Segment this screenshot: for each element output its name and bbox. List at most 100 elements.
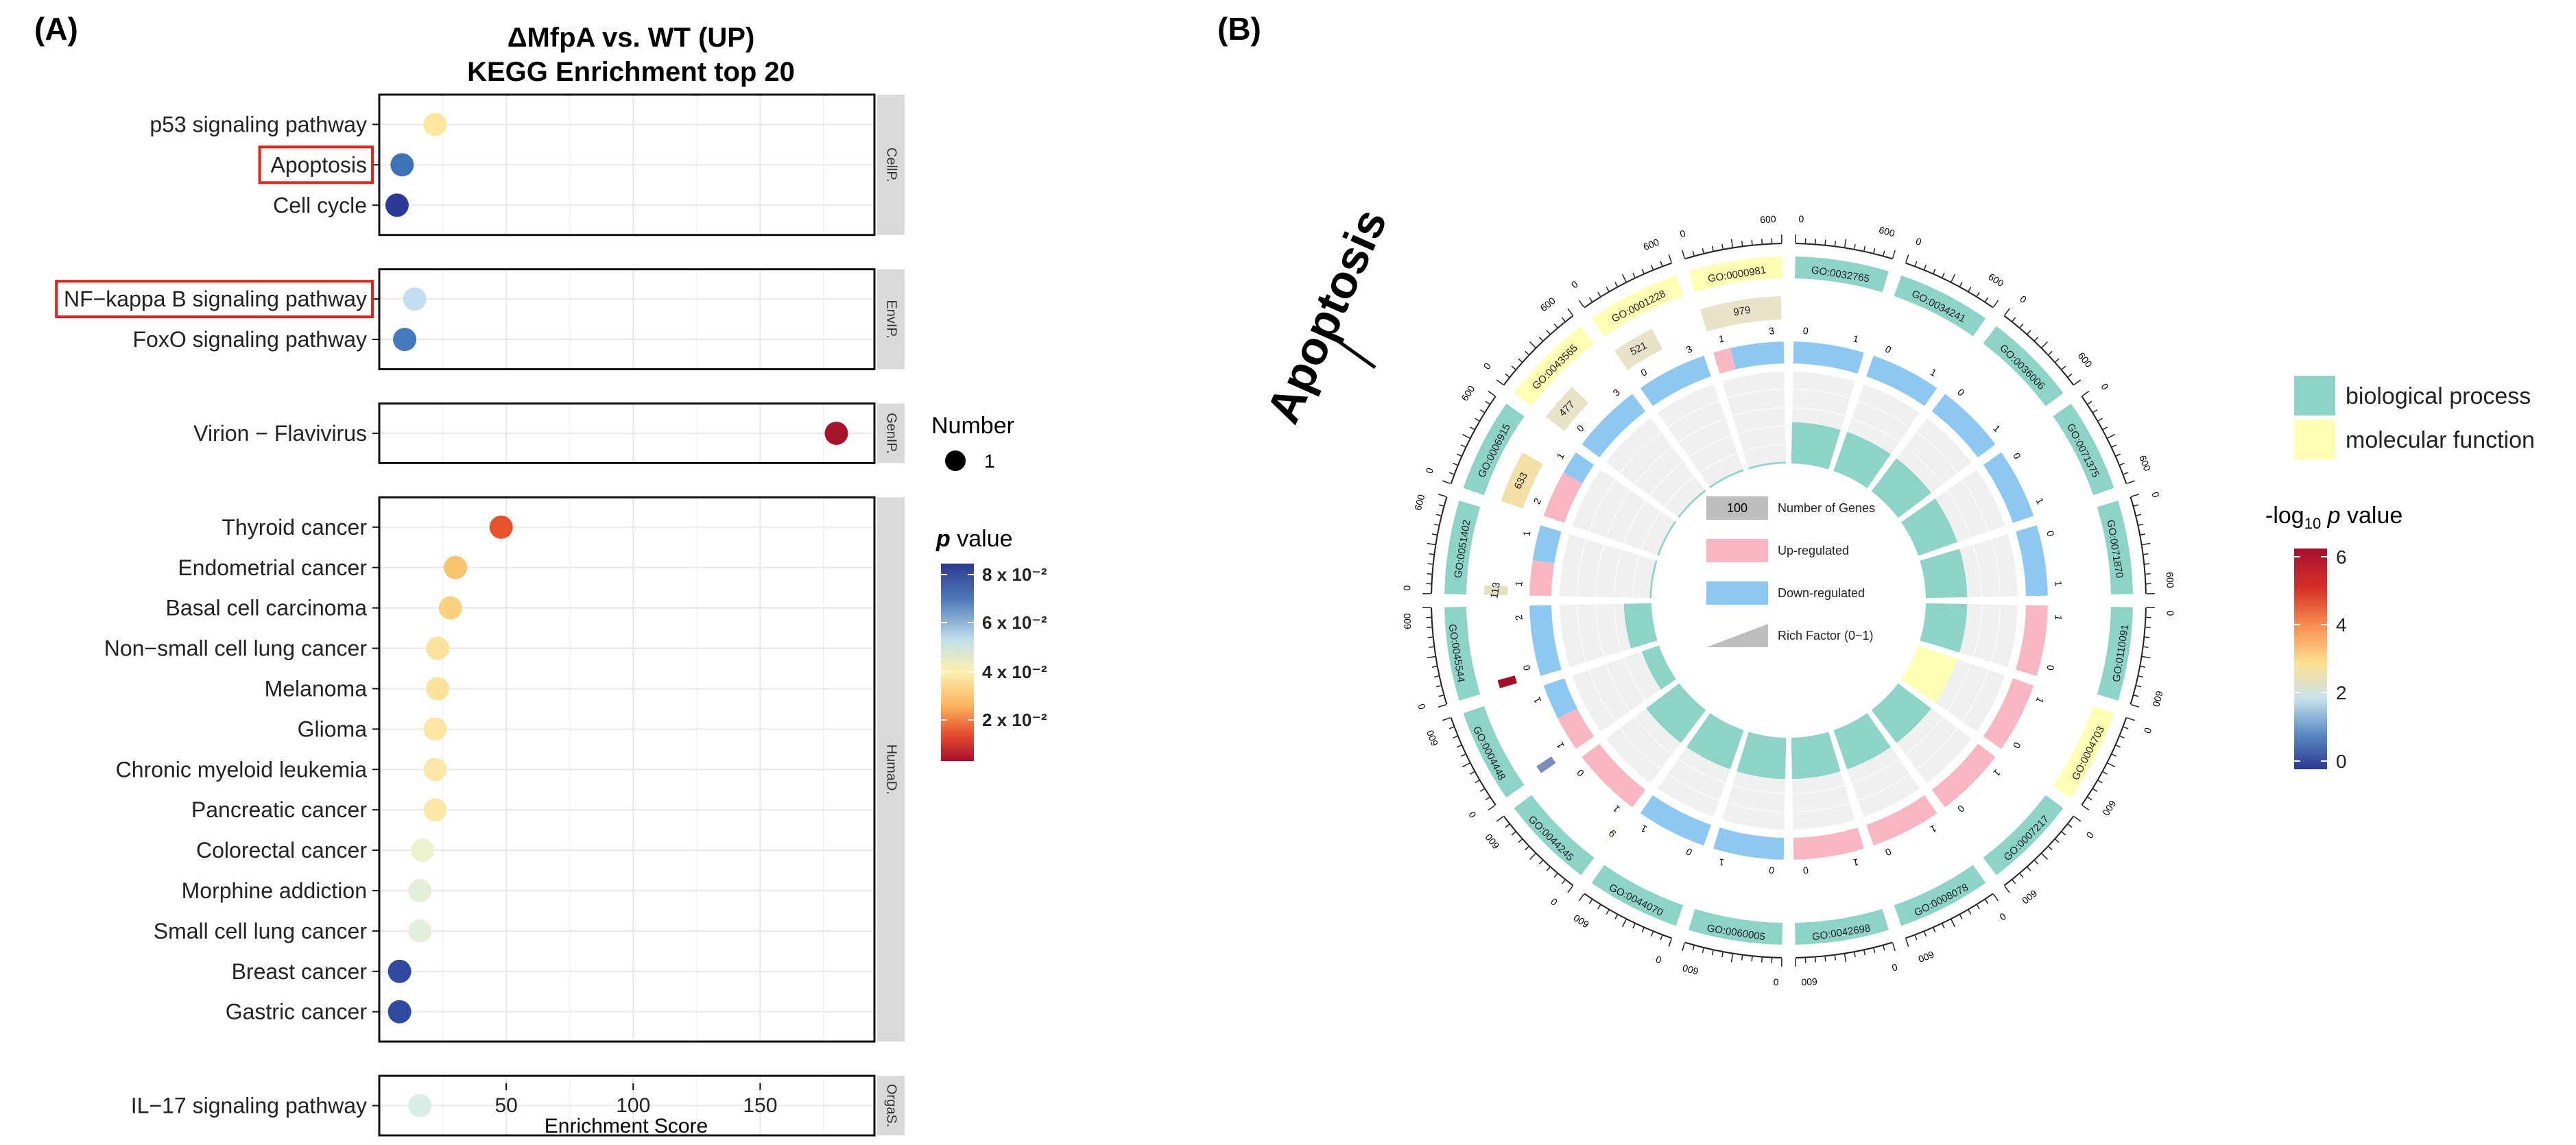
up-count-label: 1 xyxy=(1554,740,1566,750)
rich-factor-bar xyxy=(1791,732,1841,780)
y-tick-label: NF−kappa B signaling pathway xyxy=(64,287,367,311)
scale-tick xyxy=(1546,867,1551,871)
scale-tick xyxy=(1844,954,1847,963)
scale-max-label: 600 xyxy=(1760,213,1776,225)
y-tick-label: Cell cycle xyxy=(273,193,367,217)
up-count-label: 0 xyxy=(1768,865,1775,876)
scale-arc xyxy=(1684,941,1782,959)
data-point xyxy=(408,1094,432,1118)
scale-max-label: 600 xyxy=(2164,572,2176,588)
facet-strip-label: GenIP. xyxy=(884,413,899,454)
go-term-arc xyxy=(2097,607,2133,701)
scale-tick xyxy=(1561,317,1566,322)
scale-zero-label: 0 xyxy=(2099,381,2111,392)
up-count-label: 0 xyxy=(1639,366,1649,378)
scale-tick xyxy=(1538,860,1543,865)
scale-tick xyxy=(2034,860,2039,865)
y-tick-label: Breast cancer xyxy=(232,959,368,984)
scale-tick xyxy=(1621,274,1627,282)
center-legend-swatch-label: 100 xyxy=(1727,501,1748,515)
rich-factor-bar xyxy=(1871,458,1931,518)
facet-strip xyxy=(877,95,905,235)
y-tick-label: Virion − Flavivirus xyxy=(193,421,367,446)
up-regulated-bar xyxy=(1543,472,1583,523)
scale-tick xyxy=(1632,272,1636,278)
scale-tick xyxy=(1614,282,1618,287)
scale-tick xyxy=(1546,330,1551,335)
scale-tick xyxy=(2112,444,2117,448)
rich-factor-gridline xyxy=(1632,555,1640,598)
down-regulated-bar xyxy=(2016,525,2048,596)
scale-tick xyxy=(1985,899,1989,904)
colorbar xyxy=(2294,549,2327,769)
up-count-label: 1 xyxy=(1852,856,1859,868)
scale-tick xyxy=(1479,788,1485,792)
scale-tick xyxy=(2116,453,2121,457)
rich-factor-bar xyxy=(1920,603,1968,653)
rich-factor-track xyxy=(1560,533,1658,599)
data-point xyxy=(390,153,414,177)
scale-tick xyxy=(2092,409,2098,413)
down-count-label: 3 xyxy=(1610,387,1622,398)
gene-count-label: 979 xyxy=(1732,304,1751,319)
scale-tick xyxy=(2112,754,2117,757)
scale-arc xyxy=(1684,243,1782,260)
up-count-label: 1 xyxy=(1610,803,1622,815)
go-term-arc xyxy=(1983,326,2064,407)
data-point xyxy=(403,287,427,311)
scale-tick xyxy=(1456,745,1462,748)
up-count-label: 1 xyxy=(1513,580,1525,587)
scale-tick xyxy=(1525,350,1529,355)
scale-tick xyxy=(1427,542,1435,546)
colorbar-tick-label: 6 x 10⁻² xyxy=(982,612,1047,633)
scale-zero-label: 0 xyxy=(1423,466,1435,475)
scale-tick xyxy=(2097,418,2103,422)
facet-strip xyxy=(877,497,905,1042)
up-count-label: 1 xyxy=(1991,767,2003,779)
scale-tick xyxy=(1668,939,1672,947)
rich-factor-bar xyxy=(1646,683,1706,743)
rich-factor-gridline xyxy=(1641,511,1661,550)
colorbar-tick-label: 8 x 10⁻² xyxy=(982,564,1047,585)
scale-tick xyxy=(1914,935,1918,941)
scale-tick xyxy=(1438,704,1446,708)
scale-tick xyxy=(1427,636,1433,638)
data-point xyxy=(385,193,409,217)
up-regulated-bar xyxy=(1793,828,1864,860)
rich-factor-bar xyxy=(1791,422,1841,470)
scale-tick xyxy=(2041,341,2049,348)
scale-max-label: 600 xyxy=(1642,237,1661,252)
scale-tick xyxy=(1914,261,1918,266)
y-tick-label: Thyroid cancer xyxy=(222,515,367,540)
down-count-label: 2 xyxy=(1513,614,1525,621)
up-count-label: 0 xyxy=(1684,846,1693,858)
scale-tick xyxy=(1692,250,1695,256)
scale-max-label: 600 xyxy=(1483,832,1501,851)
down-regulated-bar xyxy=(1931,394,1996,458)
gene-count-bar xyxy=(1614,328,1662,370)
scale-tick xyxy=(1863,950,1866,956)
scale-tick xyxy=(2061,831,2066,836)
up-regulated-bar xyxy=(1983,678,2034,749)
scale-tick xyxy=(1488,390,1496,396)
scale-max-label: 600 xyxy=(1538,295,1558,313)
scale-tick xyxy=(1553,323,1558,328)
y-tick-label: Basal cell carcinoma xyxy=(166,596,368,620)
data-point xyxy=(423,798,447,822)
scale-tick xyxy=(1873,948,1876,954)
scale-tick xyxy=(1959,915,1963,919)
down-regulated-bar xyxy=(1529,605,1562,676)
data-point xyxy=(408,878,432,902)
legend-size-title: Number xyxy=(931,413,1014,439)
scale-tick xyxy=(2019,873,2024,878)
scale-zero-label: 0 xyxy=(2142,726,2154,735)
scale-tick xyxy=(1730,239,1734,248)
data-point xyxy=(408,919,432,943)
scale-max-label: 600 xyxy=(1401,613,1413,629)
scale-tick xyxy=(1427,655,1435,659)
scale-tick xyxy=(1525,846,1529,851)
scale-tick xyxy=(2145,627,2151,629)
legend-size-value: 1 xyxy=(984,450,995,472)
colorbar xyxy=(941,564,974,761)
